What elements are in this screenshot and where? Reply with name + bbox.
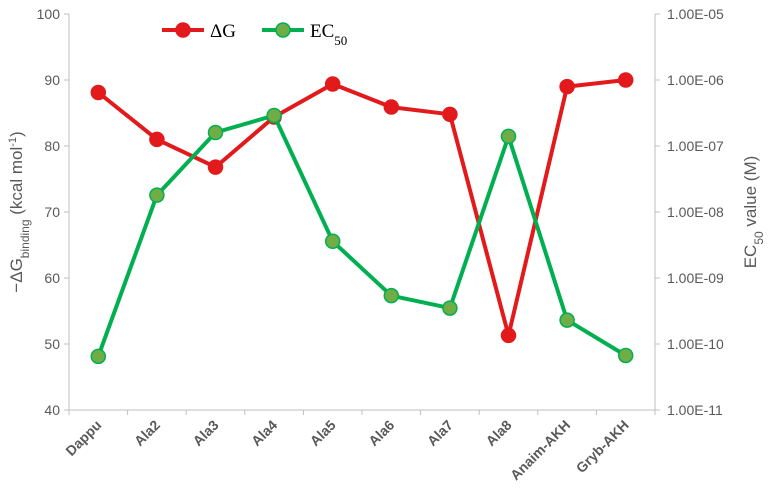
left-tick-label: 90 bbox=[44, 72, 60, 88]
series-1-point bbox=[442, 106, 458, 123]
x-tick-label: Dappu bbox=[62, 417, 104, 459]
x-tick-label: Gryb-AKH bbox=[573, 417, 632, 476]
series-2-point bbox=[266, 107, 282, 124]
series-1-point bbox=[383, 99, 400, 115]
right-axis-title: EC50 value (M) bbox=[741, 156, 766, 269]
legend: ΔG EC50 bbox=[162, 21, 347, 48]
series-2-point bbox=[324, 233, 341, 250]
x-tick-label: Ala5 bbox=[307, 417, 339, 449]
x-tick-label: Ala8 bbox=[482, 417, 514, 449]
series-2-point bbox=[207, 124, 224, 141]
series-2-point bbox=[617, 347, 634, 364]
right-tick-label: 1.00E-05 bbox=[667, 6, 724, 22]
left-tick-label: 100 bbox=[37, 6, 61, 22]
series-2-point bbox=[500, 128, 517, 145]
series-line-2 bbox=[96, 113, 627, 358]
legend-marker-ec50 bbox=[275, 22, 291, 38]
series-2-point bbox=[149, 187, 165, 203]
axes: 40 50 60 70 80 90 100 1.00E-11 1.00E-10 1.00E-09 1… bbox=[7, 6, 766, 483]
right-tick-label: 1.00E-06 bbox=[667, 72, 724, 88]
series-1-point bbox=[500, 327, 517, 344]
right-tick-label: 1.00E-08 bbox=[667, 204, 724, 220]
x-tick-label: Ala2 bbox=[131, 417, 163, 449]
series-line-1 bbox=[97, 78, 626, 338]
series-1-point bbox=[617, 72, 634, 88]
left-axis-title: −ΔGbinding (kcal mol-1) bbox=[7, 131, 32, 292]
right-tick-label: 1.00E-09 bbox=[667, 270, 724, 286]
legend-label-ec50: EC50 bbox=[310, 21, 347, 48]
left-tick-label: 40 bbox=[44, 402, 60, 418]
series-1-point bbox=[207, 159, 224, 175]
chart-marks bbox=[90, 72, 634, 365]
series-2-point bbox=[90, 348, 107, 365]
left-tick-label: 50 bbox=[44, 336, 60, 352]
series-1-point bbox=[559, 78, 575, 95]
right-tick-label: 1.00E-10 bbox=[667, 336, 724, 352]
left-tick-label: 60 bbox=[44, 270, 60, 286]
series-2-point bbox=[442, 300, 458, 316]
legend-label-dg: ΔG bbox=[210, 21, 236, 42]
left-tick-label: 70 bbox=[44, 204, 60, 220]
x-tick-label: Ala6 bbox=[365, 417, 397, 449]
x-tick-label: Ala7 bbox=[424, 417, 456, 449]
series-1-point bbox=[324, 76, 341, 92]
series-1-point bbox=[90, 84, 107, 101]
left-tick-label: 80 bbox=[44, 138, 60, 154]
x-tick-label: Anaim-AKH bbox=[507, 417, 573, 483]
legend-marker-dg bbox=[175, 22, 191, 38]
series-1-point bbox=[149, 131, 165, 148]
x-tick-label: Ala3 bbox=[189, 417, 221, 449]
series-2-point bbox=[383, 287, 400, 304]
right-tick-label: 1.00E-07 bbox=[667, 138, 724, 154]
series-2-point bbox=[559, 312, 575, 328]
x-tick-label: Ala4 bbox=[248, 417, 280, 449]
right-tick-label: 1.00E-11 bbox=[667, 402, 723, 418]
